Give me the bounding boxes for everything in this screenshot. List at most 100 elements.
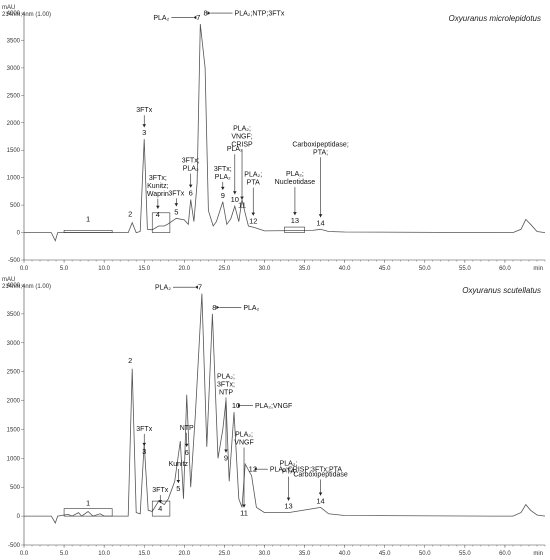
x-tick-label: 20.0 xyxy=(178,266,190,272)
y-tick-label: 3000 xyxy=(7,66,21,72)
peak-label-10: 10 xyxy=(231,195,239,204)
y-tick-label: -500 xyxy=(8,258,21,264)
peak-annotation: Carboxipeptidase xyxy=(293,471,348,478)
y-tick-label: 1500 xyxy=(7,427,21,433)
x-unit-label: min xyxy=(533,266,543,272)
peak-annotation: 3FTx xyxy=(168,190,184,197)
chromatogram-trace xyxy=(24,293,546,524)
x-tick-label: 35.0 xyxy=(299,551,311,557)
peak-annotation: PLA₂ xyxy=(153,15,169,22)
y-tick-label: 2000 xyxy=(7,121,21,127)
arrow-head xyxy=(216,305,220,310)
peak-label-1: 1 xyxy=(86,498,90,507)
arrow-head xyxy=(142,442,147,446)
x-tick-label: 50.0 xyxy=(419,266,431,272)
y-tick-label: 1500 xyxy=(7,148,21,154)
arrow-head xyxy=(318,492,323,496)
y-tick-label: 2500 xyxy=(7,370,21,376)
x-tick-label: 15.0 xyxy=(138,266,150,272)
peak-label-8: 8 xyxy=(212,303,216,312)
x-tick-label: 5.0 xyxy=(60,266,69,272)
peak-label-12: 12 xyxy=(249,465,257,474)
peak-label-10: 10 xyxy=(232,401,240,410)
peak-annotation: NTP xyxy=(219,390,233,397)
fraction-box xyxy=(63,508,113,517)
arrow-head xyxy=(220,186,225,190)
peak-label-14: 14 xyxy=(316,496,324,505)
peak-annotation: PTA; xyxy=(313,149,328,156)
peak-annotation: PTA xyxy=(282,469,295,476)
arrow-head xyxy=(188,184,193,188)
peak-label-12: 12 xyxy=(249,217,257,226)
peak-label-9: 9 xyxy=(221,191,225,200)
peak-label-2: 2 xyxy=(128,356,132,365)
y-tick-label: 0 xyxy=(17,231,21,237)
arrow-head xyxy=(233,191,237,195)
peak-annotation: NTP xyxy=(180,425,194,432)
x-tick-label: 10.0 xyxy=(98,266,110,272)
arrow-head xyxy=(193,15,197,20)
y-tick-label: 3500 xyxy=(7,38,21,44)
x-tick-label: 25.0 xyxy=(219,266,231,272)
x-tick-label: 5.0 xyxy=(60,551,69,557)
arrow-head xyxy=(240,196,244,200)
detector-label: 214nm,4nm (1.00) xyxy=(2,12,51,18)
x-tick-label: 30.0 xyxy=(259,266,271,272)
chromatogram-panel-1: -500 0 500 1000 1500 2000 2500 3000 3500 4000 0.0 5… xyxy=(2,5,546,272)
peak-annotation: 3FTx; xyxy=(182,158,200,165)
peak-label-7: 7 xyxy=(198,283,202,292)
x-tick-label: 0.0 xyxy=(20,551,29,557)
arrow-head xyxy=(156,205,160,209)
peak-annotation: PLA₂ xyxy=(215,174,231,181)
peak-annotation: VNGF xyxy=(234,439,253,446)
x-tick-label: 45.0 xyxy=(379,266,391,272)
y-unit-label: mAU xyxy=(2,277,15,283)
peak-annotation: VNGF; xyxy=(231,134,252,141)
y-tick-label: 3500 xyxy=(7,312,21,318)
peak-label-5: 5 xyxy=(176,484,180,493)
peak-annotation: Kunitz; xyxy=(147,183,168,190)
peak-label-6: 6 xyxy=(185,448,189,457)
arrow-head xyxy=(286,497,291,501)
peak-annotation: Kunitz xyxy=(169,461,189,468)
peak-label-7: 7 xyxy=(196,13,200,22)
peak-annotation: PLA₂ xyxy=(155,285,171,292)
x-tick-label: 35.0 xyxy=(299,266,311,272)
fraction-box xyxy=(151,212,171,233)
peak-annotation: PLA₂;VNGF xyxy=(255,403,292,410)
peak-annotation: PLA₂; xyxy=(233,126,251,133)
peak-annotation: 3FTx; xyxy=(149,175,167,182)
y-tick-label: 500 xyxy=(10,485,21,491)
peak-annotation: PLA₂; xyxy=(244,172,262,179)
peak-annotation: Nucleotidase xyxy=(275,179,316,186)
x-tick-label: 45.0 xyxy=(379,551,391,557)
arrow-head xyxy=(174,203,179,207)
fraction-box xyxy=(63,230,113,233)
y-tick-label: 0 xyxy=(17,514,21,520)
y-tick-label: 2500 xyxy=(7,93,21,99)
peak-annotation: Waprin xyxy=(147,191,169,198)
y-tick-label: 1000 xyxy=(7,456,21,462)
arrow-head xyxy=(184,443,189,447)
x-tick-label: 40.0 xyxy=(339,266,351,272)
y-tick-label: 4000 xyxy=(7,283,21,289)
arrow-head xyxy=(194,285,198,289)
x-tick-label: 60.0 xyxy=(499,551,511,557)
peak-annotation: 3FTx xyxy=(136,107,152,114)
peak-label-8: 8 xyxy=(203,9,207,18)
fraction-box xyxy=(284,226,305,233)
peak-label-13: 13 xyxy=(291,216,299,225)
x-tick-label: 30.0 xyxy=(259,551,271,557)
peak-label-2: 2 xyxy=(128,210,132,219)
peak-label-3: 3 xyxy=(142,447,146,456)
peak-label-11: 11 xyxy=(240,508,248,517)
peak-annotation: PLA₂; xyxy=(235,431,253,438)
peak-annotation: 3FTx; xyxy=(214,166,232,173)
peak-annotation: PTA xyxy=(247,180,260,187)
arrow-head xyxy=(254,467,258,471)
x-tick-label: 55.0 xyxy=(459,266,471,272)
y-tick-label: 3000 xyxy=(7,341,21,347)
x-tick-label: 0.0 xyxy=(20,266,29,272)
x-tick-label: 40.0 xyxy=(339,551,351,557)
